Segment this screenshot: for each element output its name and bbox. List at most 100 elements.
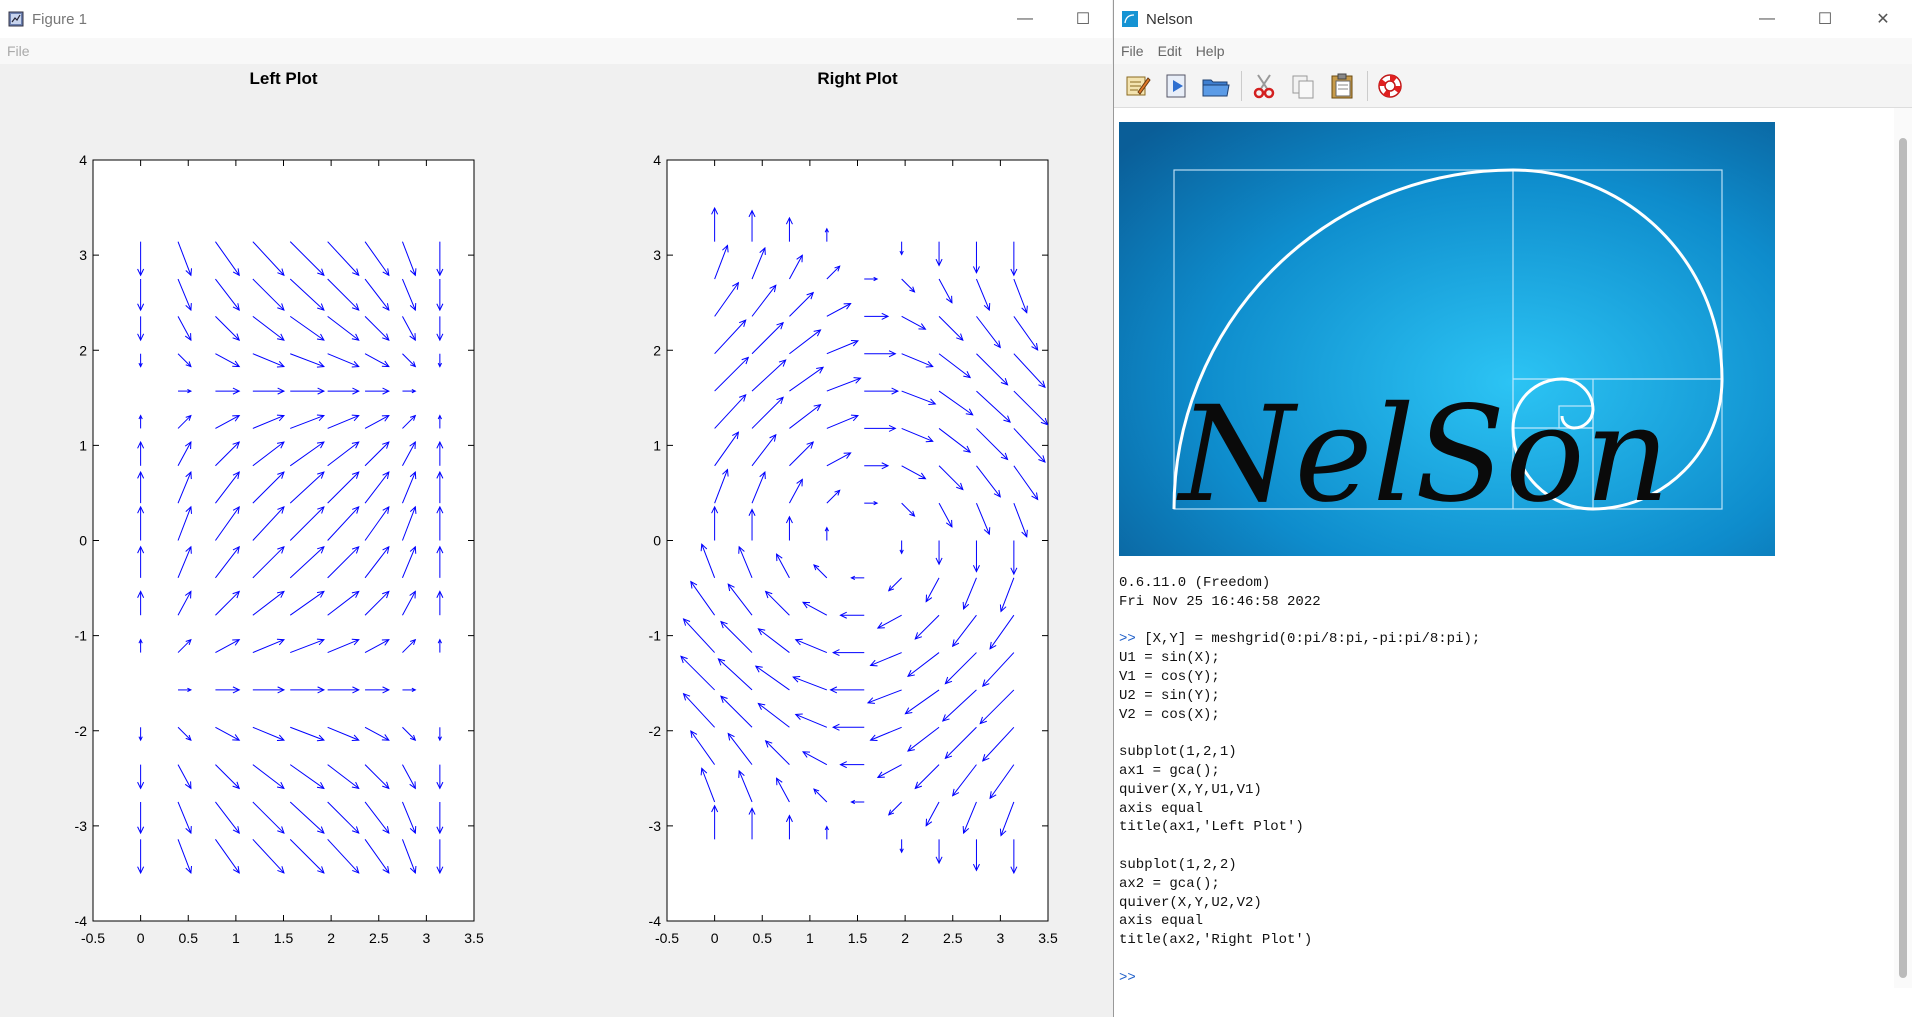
quiver-arrow <box>437 638 442 653</box>
quiver-arrow <box>138 727 143 742</box>
quiver-arrow <box>436 440 444 466</box>
figure-menu-file[interactable]: File <box>7 43 30 59</box>
help-lifebuoy-icon[interactable] <box>1372 68 1408 104</box>
quiver-arrow <box>864 312 890 320</box>
quiver-arrow <box>402 687 417 693</box>
quiver-arrow <box>850 575 865 580</box>
paste-icon[interactable] <box>1324 68 1360 104</box>
quiver-arrow <box>714 319 747 355</box>
nelson-maximize-button[interactable]: ☐ <box>1817 11 1833 28</box>
quiver-arrow <box>436 545 444 578</box>
quiver-arrow <box>215 387 241 395</box>
quiver-arrow <box>976 428 1009 461</box>
quiver-arrow <box>938 465 964 491</box>
quiver-arrow <box>137 440 145 466</box>
console-scrollbar[interactable] <box>1894 108 1912 988</box>
nelson-close-button[interactable]: ✕ <box>1876 11 1890 28</box>
figure-maximize-button[interactable]: ☐ <box>1075 11 1091 28</box>
quiver-arrow <box>215 505 240 541</box>
quiver-arrow <box>252 278 285 311</box>
quiver-arrow <box>794 713 828 728</box>
quiver-arrow <box>789 441 815 467</box>
quiver-arrow <box>289 315 325 341</box>
nelson-title: Nelson <box>1146 10 1193 28</box>
figure-minimize-button[interactable]: — <box>1017 10 1033 27</box>
quiver-arrow <box>137 470 145 504</box>
console-version: 0.6.11.0 (Freedom) <box>1119 575 1271 591</box>
quiver-arrow <box>789 403 822 429</box>
nelson-window: Nelson — ☐ ✕ File Edit Help <box>1113 0 1912 1017</box>
quiver-arrow <box>972 839 980 872</box>
quiver-arrow <box>864 462 890 470</box>
quiver-arrow <box>789 329 822 355</box>
quiver-arrow <box>999 801 1015 837</box>
quiver-arrow <box>979 689 1015 725</box>
x-tick-label: 3.5 <box>464 930 484 946</box>
run-icon[interactable] <box>1159 68 1195 104</box>
quiver-arrow <box>951 764 977 797</box>
y-tick-label: -2 <box>75 723 88 739</box>
quiver-arrow <box>826 452 852 467</box>
quiver-arrow <box>901 278 916 293</box>
quiver-arrow <box>215 241 240 277</box>
toolbar-separator <box>1241 70 1242 101</box>
copy-icon[interactable] <box>1285 68 1321 104</box>
quiver-arrow <box>869 652 902 667</box>
quiver-arrow <box>401 801 417 835</box>
quiver-arrow <box>1010 839 1018 875</box>
quiver-arrow <box>714 393 747 429</box>
x-tick-label: 1.5 <box>274 930 294 946</box>
quiver-arrow <box>215 839 240 874</box>
quiver-arrow <box>813 564 828 579</box>
quiver-arrow <box>177 545 192 579</box>
quiver-arrow <box>764 740 790 765</box>
cut-icon[interactable] <box>1246 68 1282 104</box>
quiver-arrow <box>252 638 286 654</box>
quiver-arrow <box>944 726 977 760</box>
open-folder-icon[interactable] <box>1198 68 1234 104</box>
x-tick-label: 0 <box>711 930 719 946</box>
quiver-arrow <box>177 839 192 875</box>
quiver-arrow <box>813 788 828 803</box>
quiver-arrow <box>327 839 360 874</box>
console-scrollbar-thumb[interactable] <box>1899 138 1907 978</box>
quiver-arrow <box>436 241 444 277</box>
nelson-minimize-button[interactable]: — <box>1759 10 1775 27</box>
quiver-arrow <box>215 726 241 741</box>
nelson-menu-file[interactable]: File <box>1121 43 1144 59</box>
quiver-arrow <box>402 638 417 653</box>
quiver-arrow <box>720 620 753 653</box>
console-input-prompt[interactable]: >> <box>1119 969 1136 986</box>
quiver-arrow <box>839 761 865 769</box>
quiver-arrow <box>751 321 784 355</box>
quiver-arrow <box>751 359 787 392</box>
quiver-arrow <box>290 638 325 654</box>
nelson-menu-edit[interactable]: Edit <box>1157 43 1182 59</box>
console-prompt: >> <box>1119 631 1136 648</box>
x-tick-label: 1 <box>232 930 240 946</box>
quiver-arrow <box>826 489 841 504</box>
quiver-arrow <box>252 387 286 395</box>
quiver-arrow <box>824 825 829 840</box>
quiver-arrow <box>757 702 790 728</box>
quiver-arrow <box>215 278 240 311</box>
quiver-arrow <box>177 505 192 541</box>
quiver-arrow <box>327 241 360 277</box>
y-tick-label: 3 <box>653 247 661 263</box>
quiver-arrow <box>826 414 860 429</box>
quiver-arrow <box>401 839 417 875</box>
figure-titlebar: Figure 1 — ☐ <box>0 0 1112 38</box>
quiver-arrow <box>137 590 145 616</box>
quiver-arrow <box>436 316 444 342</box>
quiver-arrow <box>951 614 977 648</box>
quiver-arrow <box>962 801 977 835</box>
quiver-arrow <box>901 502 916 517</box>
x-tick-label: 2 <box>901 930 909 946</box>
quiver-arrow <box>252 471 285 504</box>
quiver-arrow <box>785 515 793 541</box>
nelson-menu-help[interactable]: Help <box>1195 43 1225 59</box>
console-output[interactable]: NelSon 0.6.11.0 (Freedom) Fri Nov 25 16:… <box>1114 108 1894 998</box>
quiver-arrow <box>364 839 390 874</box>
edit-icon[interactable] <box>1120 68 1156 104</box>
quiver-arrow <box>690 580 716 616</box>
